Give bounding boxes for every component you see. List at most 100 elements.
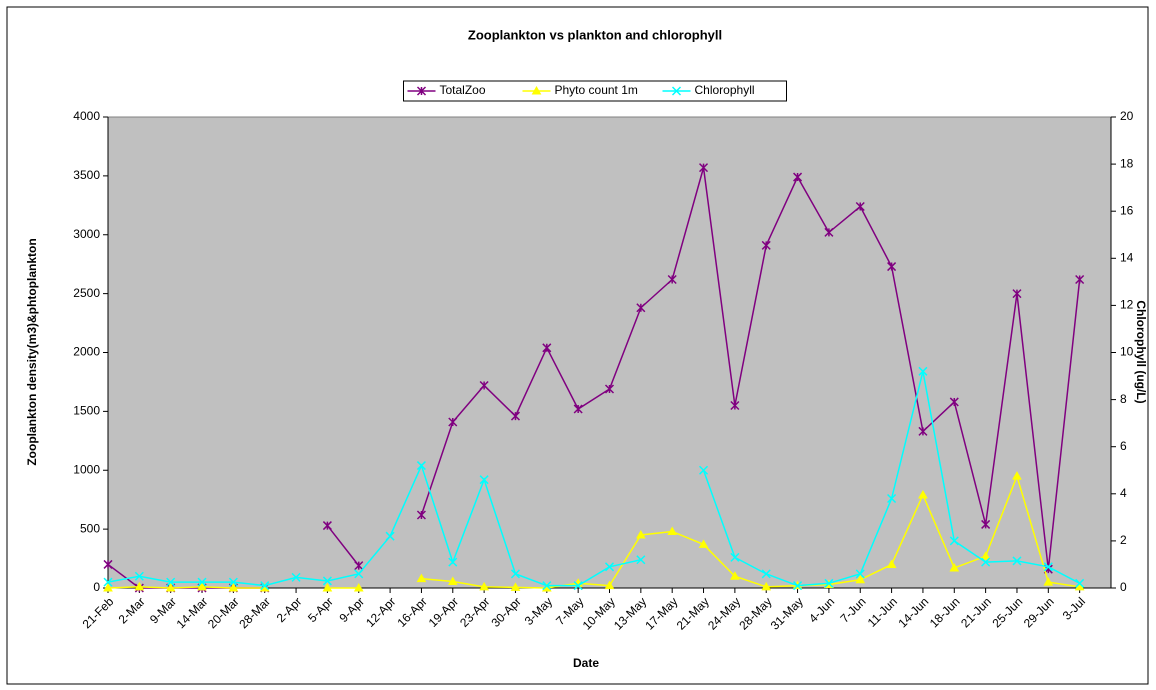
marker-shape [981, 519, 991, 529]
marker [322, 576, 332, 586]
marker-shape [793, 581, 803, 591]
marker [531, 85, 542, 95]
marker [636, 555, 646, 565]
y2-tick-label: 18 [1120, 156, 1134, 170]
legend-label: Chlorophyll [695, 83, 755, 97]
y-tick-label: 3000 [73, 227, 100, 241]
marker [699, 163, 709, 173]
marker [510, 411, 520, 421]
marker-shape [1043, 562, 1053, 572]
marker-shape [531, 85, 542, 95]
marker-shape [886, 559, 897, 568]
marker [353, 582, 364, 592]
y-tick-label: 1000 [73, 462, 100, 476]
marker [573, 404, 583, 414]
marker [604, 580, 615, 590]
marker-shape [197, 577, 207, 587]
marker [1043, 562, 1053, 572]
marker-shape [103, 559, 113, 569]
marker-shape [165, 582, 176, 592]
y-tick-label: 2000 [73, 345, 100, 359]
marker-shape [510, 411, 520, 421]
marker [260, 581, 270, 591]
marker-shape [1043, 577, 1054, 586]
marker [354, 569, 364, 579]
marker [1075, 274, 1085, 285]
marker-shape [542, 343, 552, 353]
marker [416, 510, 426, 520]
marker-shape [103, 577, 113, 587]
marker-shape [824, 578, 834, 588]
marker-shape [322, 576, 332, 586]
marker [604, 384, 615, 394]
marker [479, 581, 489, 591]
marker-shape [887, 493, 897, 504]
marker-shape [949, 397, 959, 407]
marker [761, 569, 771, 579]
marker-shape [671, 86, 682, 96]
marker [793, 172, 803, 182]
marker-shape [291, 572, 301, 582]
marker [667, 274, 677, 285]
marker-shape [855, 201, 865, 212]
marker-shape [980, 551, 991, 560]
y2-tick-label: 12 [1120, 298, 1134, 312]
marker [103, 577, 113, 587]
marker [981, 557, 991, 567]
marker-shape [636, 555, 646, 565]
marker-shape [667, 274, 677, 285]
marker [479, 380, 489, 391]
marker-shape [730, 552, 740, 562]
marker [103, 582, 113, 592]
marker-shape [761, 240, 771, 250]
marker [918, 366, 928, 376]
marker [824, 227, 834, 237]
marker-shape [1012, 289, 1022, 299]
y2-axis-title: Chlorophyll (ug/L) [1134, 300, 1148, 403]
marker-shape [134, 571, 144, 581]
marker [322, 582, 333, 592]
marker-shape [1012, 471, 1022, 480]
marker [479, 475, 489, 485]
plot-area [107, 116, 1112, 589]
marker [793, 581, 803, 591]
marker-shape [636, 303, 646, 313]
marker [448, 417, 458, 427]
y2-tick-label: 6 [1120, 439, 1127, 453]
marker [635, 530, 646, 539]
marker-shape [448, 417, 458, 427]
marker [604, 562, 615, 572]
marker-shape [447, 576, 458, 586]
marker-shape [604, 384, 615, 394]
marker-shape [949, 536, 959, 546]
marker [166, 577, 176, 587]
marker-shape [542, 581, 552, 591]
chart-title: Zooplankton vs plankton and chlorophyll [468, 27, 722, 42]
marker [510, 569, 520, 579]
marker-shape [918, 426, 928, 436]
marker-shape [448, 557, 458, 567]
marker [949, 397, 959, 407]
marker [1012, 471, 1022, 480]
marker [887, 262, 897, 272]
marker-shape [354, 561, 364, 571]
y2-tick-label: 10 [1120, 345, 1134, 359]
y-tick-label: 1500 [73, 404, 100, 418]
marker [824, 578, 834, 588]
marker-shape [604, 562, 615, 572]
marker [761, 581, 772, 591]
marker [730, 571, 740, 580]
marker-shape [416, 573, 427, 583]
marker-shape [510, 582, 521, 591]
marker [949, 562, 960, 572]
y-tick-label: 3500 [73, 168, 100, 182]
marker [291, 572, 301, 582]
marker-shape [761, 581, 772, 591]
marker [855, 201, 865, 212]
marker [447, 576, 458, 586]
marker-shape [667, 526, 678, 535]
marker-shape [103, 582, 113, 592]
marker-shape [698, 539, 709, 548]
legend-box [403, 80, 787, 102]
